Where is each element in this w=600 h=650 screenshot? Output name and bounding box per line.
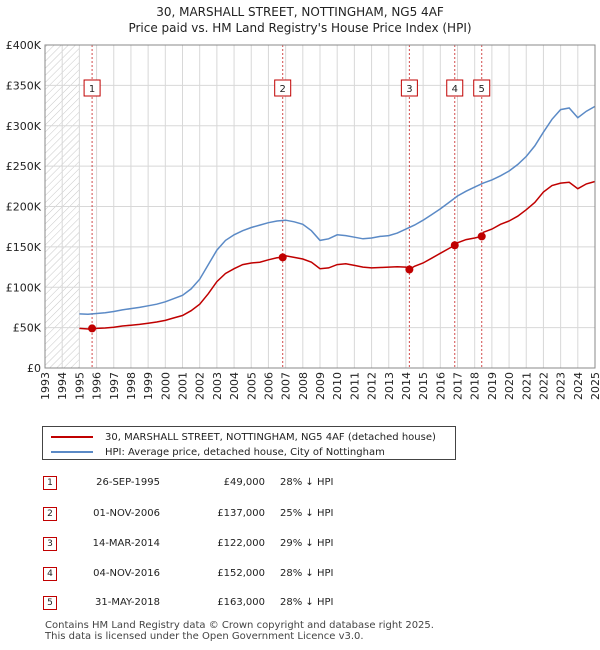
- sale-hpi-diff: 28% ↓ HPI: [280, 597, 334, 608]
- x-tick-label: 2013: [383, 372, 396, 400]
- attribution-line: Contains HM Land Registry data © Crown c…: [45, 620, 434, 631]
- property-series-line: [79, 180, 596, 330]
- x-tick-label: 2018: [469, 372, 482, 400]
- x-tick-label: 2004: [228, 372, 241, 400]
- x-tick-label: 1994: [56, 372, 69, 400]
- sale-number-badge: 5: [43, 596, 57, 610]
- x-tick-label: 2022: [537, 372, 550, 400]
- y-tick-label: £50K: [13, 322, 42, 335]
- x-tick-label: 2023: [555, 372, 568, 400]
- x-tick-label: 2014: [400, 372, 413, 400]
- sale-price: £49,000: [223, 477, 265, 488]
- sale-label-number: 1: [89, 84, 95, 95]
- sale-label-box: [400, 79, 418, 97]
- sale-date: 14-MAR-2014: [92, 538, 160, 549]
- sale-label-box: [274, 79, 292, 97]
- x-tick-label: 1993: [39, 372, 52, 400]
- sale-date: 26-SEP-1995: [96, 477, 160, 488]
- x-tick-label: 2010: [331, 372, 344, 400]
- sale-number-badge: 2: [43, 507, 57, 521]
- x-tick-label: 1998: [125, 372, 138, 400]
- sale-price: £163,000: [217, 597, 265, 608]
- chart-legend: 30, MARSHALL STREET, NOTTINGHAM, NG5 4AF…: [42, 426, 456, 460]
- x-tick-label: 2024: [572, 372, 585, 400]
- legend-label-hpi: HPI: Average price, detached house, City…: [105, 446, 385, 458]
- sale-date: 31-MAY-2018: [94, 597, 160, 608]
- x-tick-label: 2007: [280, 372, 293, 400]
- y-tick-label: £400K: [6, 39, 42, 52]
- sale-label-number: 2: [280, 84, 286, 95]
- sale-point: [477, 232, 486, 241]
- sale-hpi-diff: 25% ↓ HPI: [280, 508, 334, 519]
- x-tick-label: 2021: [520, 372, 533, 400]
- x-tick-label: 1996: [91, 372, 104, 400]
- legend-item-hpi: HPI: Average price, detached house, City…: [51, 445, 385, 459]
- sale-point: [405, 265, 414, 274]
- legend-label-property: 30, MARSHALL STREET, NOTTINGHAM, NG5 4AF…: [105, 431, 436, 443]
- table-row: 3 14-MAR-2014 £122,000 29% ↓ HPI: [0, 537, 600, 553]
- sale-price: £122,000: [217, 538, 265, 549]
- x-tick-label: 1995: [73, 372, 86, 400]
- x-tick-label: 2008: [297, 372, 310, 400]
- x-tick-label: 2009: [314, 372, 327, 400]
- table-row: 5 31-MAY-2018 £163,000 28% ↓ HPI: [0, 596, 600, 612]
- x-tick-label: 2017: [452, 372, 465, 400]
- sale-label-box: [83, 79, 101, 97]
- table-row: 2 01-NOV-2006 £137,000 25% ↓ HPI: [0, 507, 600, 523]
- x-tick-label: 2000: [159, 372, 172, 400]
- y-tick-label: £200K: [6, 201, 42, 214]
- hpi-series-line: [79, 105, 596, 316]
- table-row: 4 04-NOV-2016 £152,000 28% ↓ HPI: [0, 567, 600, 583]
- sale-hpi-diff: 28% ↓ HPI: [280, 568, 334, 579]
- y-tick-label: £300K: [6, 120, 42, 133]
- x-tick-label: 2020: [503, 372, 516, 400]
- sale-price: £152,000: [217, 568, 265, 579]
- x-tick-label: 2003: [211, 372, 224, 400]
- sale-date: 04-NOV-2016: [93, 568, 160, 579]
- x-tick-label: 2025: [589, 372, 600, 400]
- y-tick-label: £100K: [6, 281, 42, 294]
- x-tick-label: 2006: [262, 372, 275, 400]
- x-tick-label: 1999: [142, 372, 155, 400]
- license-line: This data is licensed under the Open Gov…: [45, 631, 364, 642]
- x-tick-label: 2019: [486, 372, 499, 400]
- sale-hpi-diff: 29% ↓ HPI: [280, 538, 334, 549]
- sale-point: [278, 253, 287, 262]
- attribution-footer: Contains HM Land Registry data © Crown c…: [45, 620, 434, 642]
- x-tick-label: 1997: [108, 372, 121, 400]
- price-chart: 30, MARSHALL STREET, NOTTINGHAM, NG5 4AF…: [6, 5, 600, 400]
- sale-hpi-diff: 28% ↓ HPI: [280, 477, 334, 488]
- x-tick-label: 2002: [194, 372, 207, 400]
- chart-subtitle: Price paid vs. HM Land Registry's House …: [128, 21, 471, 35]
- chart-title: 30, MARSHALL STREET, NOTTINGHAM, NG5 4AF: [156, 5, 444, 19]
- sale-label-number: 3: [406, 84, 412, 95]
- sale-date: 01-NOV-2006: [93, 508, 160, 519]
- y-tick-label: £250K: [6, 160, 42, 173]
- x-tick-label: 2012: [366, 372, 379, 400]
- table-row: 1 26-SEP-1995 £49,000 28% ↓ HPI: [0, 476, 600, 492]
- sale-label-number: 4: [452, 84, 458, 95]
- x-tick-label: 2005: [245, 372, 258, 400]
- y-tick-label: £350K: [6, 79, 42, 92]
- x-tick-label: 2016: [434, 372, 447, 400]
- y-tick-label: £150K: [6, 241, 42, 254]
- sale-point: [88, 324, 97, 333]
- legend-swatch-hpi: [51, 451, 93, 453]
- legend-swatch-property: [51, 436, 93, 438]
- sale-number-badge: 1: [43, 476, 57, 490]
- sale-number-badge: 4: [43, 567, 57, 581]
- sale-point: [450, 241, 459, 250]
- y-tick-label: £0: [27, 362, 41, 375]
- legend-item-property: 30, MARSHALL STREET, NOTTINGHAM, NG5 4AF…: [51, 430, 436, 444]
- sale-label-number: 5: [479, 84, 485, 95]
- sale-price: £137,000: [217, 508, 265, 519]
- sale-label-box: [446, 79, 464, 97]
- x-tick-label: 2015: [417, 372, 430, 400]
- x-tick-label: 2001: [177, 372, 190, 400]
- plot-frame: [44, 44, 596, 369]
- sale-label-box: [473, 79, 491, 97]
- x-tick-label: 2011: [348, 372, 361, 400]
- sale-number-badge: 3: [43, 537, 57, 551]
